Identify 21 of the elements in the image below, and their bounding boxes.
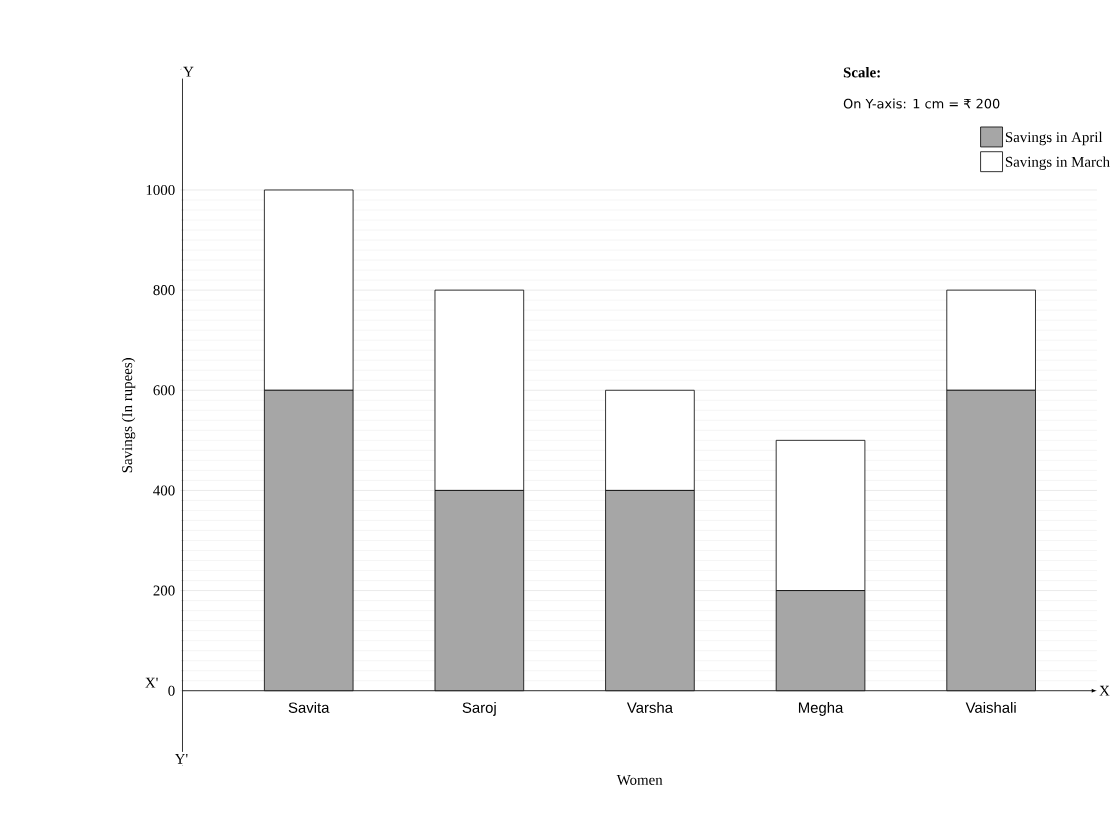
y-tick-label: 600 xyxy=(153,385,175,396)
x-tick-label: Varsha xyxy=(626,702,673,714)
annotation: Y xyxy=(183,66,194,77)
x-tick-label: Savita xyxy=(288,702,330,714)
y-tick-label: 800 xyxy=(153,285,175,296)
x-tick-label: Vaishali xyxy=(965,702,1016,714)
x-tick-label: Saroj xyxy=(462,702,496,717)
y-axis-title: Savings (In rupees) xyxy=(121,358,136,473)
y-tick-label: 400 xyxy=(153,485,175,496)
x-axis-title: Women xyxy=(616,775,663,786)
y-tick-label: 0 xyxy=(168,685,175,696)
text: X xyxy=(1099,686,1110,696)
annotation: Y' xyxy=(174,754,188,764)
annotation: Scale: xyxy=(843,67,880,78)
x-tick-label: Megha xyxy=(798,702,844,717)
legend-label: Savings in April xyxy=(1005,131,1103,146)
legend-label: Savings in March xyxy=(1005,156,1110,171)
text: X' xyxy=(145,677,158,688)
y-tick-label: 1000 xyxy=(146,185,175,196)
y-tick-label: 200 xyxy=(153,585,175,596)
annotation: On Y-axis: 1 cm = ₹ 200 xyxy=(843,98,1000,109)
